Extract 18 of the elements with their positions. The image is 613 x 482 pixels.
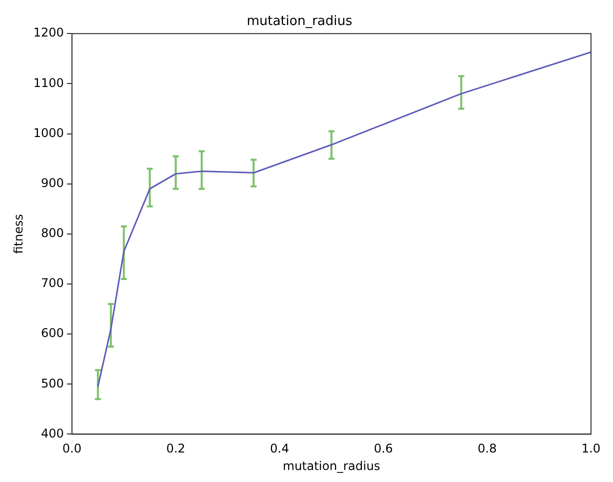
x-tick-label: 0.2	[166, 442, 186, 456]
chart-title: mutation_radius	[246, 14, 352, 30]
y-tick-label: 1200	[33, 26, 64, 40]
x-tick-label: 0.6	[374, 442, 393, 456]
y-tick-label: 1000	[33, 126, 64, 140]
x-axis-title: mutation_radius	[282, 458, 380, 473]
y-tick-label: 400	[41, 426, 64, 440]
y-axis-title: fitness	[11, 214, 26, 254]
x-tick-label: 0.8	[478, 442, 497, 456]
y-tick-label: 1100	[33, 76, 64, 90]
y-tick-label: 700	[41, 276, 64, 290]
x-tick-label: 0.4	[270, 442, 290, 456]
y-tick-label: 800	[41, 226, 64, 240]
x-tick-label: 0.0	[62, 442, 82, 456]
y-tick-label: 500	[41, 376, 64, 390]
x-tick-label: 1.0	[581, 442, 601, 456]
y-tick-label: 600	[41, 326, 64, 340]
y-tick-label: 900	[41, 176, 64, 190]
